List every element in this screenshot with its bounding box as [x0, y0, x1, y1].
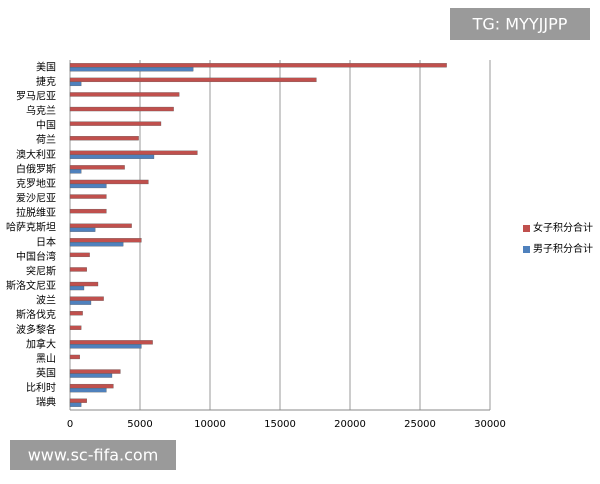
- y-tick-label: 黑山: [36, 353, 56, 365]
- y-tick-label: 波多黎各: [16, 323, 56, 336]
- y-tick-label: 比利时: [26, 382, 56, 394]
- y-tick-label: 斯洛伐克: [16, 308, 56, 321]
- bar: [69, 252, 90, 258]
- y-tick-label: 白俄罗斯: [16, 162, 56, 175]
- bar: [69, 311, 83, 316]
- bar: [69, 77, 317, 83]
- bar: [69, 154, 155, 159]
- y-tick-label: 英国: [36, 367, 56, 380]
- watermark: TG: MYYJJPP: [472, 15, 568, 34]
- bar: [69, 285, 85, 291]
- bar: [69, 179, 149, 185]
- bar: [69, 373, 113, 378]
- bar: [69, 63, 447, 68]
- bar: [69, 92, 180, 97]
- y-tick-label: 突尼斯: [26, 264, 56, 277]
- bar: [69, 194, 107, 199]
- legend-label: 女子积分合计: [533, 221, 593, 234]
- bar: [69, 387, 107, 393]
- legend-swatch: [523, 246, 530, 253]
- bar: [69, 242, 124, 247]
- y-tick-label: 斯洛文尼亚: [6, 279, 56, 292]
- y-tick-label: 乌克兰: [26, 104, 56, 117]
- y-tick-label: 拉脱维亚: [16, 206, 56, 219]
- bar: [69, 121, 162, 126]
- x-tick-label: 20000: [334, 419, 366, 430]
- bar: [69, 281, 99, 287]
- x-tick-label: 15000: [264, 419, 296, 430]
- bar: [69, 398, 87, 403]
- y-tick-label: 波兰: [36, 294, 56, 307]
- y-tick-label: 爱沙尼亚: [16, 192, 56, 205]
- y-tick-label: 克罗地亚: [16, 177, 56, 190]
- y-tick-label: 中国: [36, 119, 56, 132]
- y-tick-label: 中国台湾: [16, 250, 56, 263]
- bar: [69, 67, 194, 72]
- bar: [69, 81, 82, 87]
- legend-swatch: [523, 225, 530, 232]
- x-tick-label: 10000: [194, 419, 226, 430]
- bar: [69, 267, 87, 272]
- bar: [69, 296, 104, 301]
- y-tick-label: 日本: [36, 235, 56, 248]
- bar: [69, 340, 153, 345]
- bar: [69, 223, 132, 228]
- bar: [69, 344, 142, 349]
- legend-label: 男子积分合计: [533, 242, 593, 255]
- bar: [69, 238, 142, 243]
- bar: [69, 208, 107, 214]
- bar: [69, 183, 107, 189]
- watermark-box: [10, 440, 176, 470]
- y-tick-label: 加拿大: [26, 337, 56, 350]
- watermark: www.sc-fifa.com: [28, 446, 159, 465]
- x-tick-label: 5000: [127, 419, 152, 430]
- y-tick-label: 哈萨克斯坦: [6, 221, 56, 234]
- y-tick-label: 澳大利亚: [16, 148, 56, 161]
- x-tick-label: 25000: [404, 419, 436, 430]
- bar: [69, 369, 121, 374]
- y-tick-label: 美国: [36, 60, 56, 73]
- x-tick-label: 30000: [474, 419, 506, 430]
- x-tick-label: 0: [67, 419, 73, 430]
- bar: [69, 325, 82, 330]
- bar: [69, 300, 92, 305]
- y-tick-label: 捷克: [36, 75, 56, 88]
- y-tick-label: 瑞典: [36, 396, 56, 409]
- y-tick-label: 荷兰: [36, 133, 56, 146]
- bar: [69, 383, 114, 389]
- bar: [69, 106, 174, 112]
- bar: [69, 150, 198, 155]
- bar: [69, 165, 125, 170]
- watermark-box: [450, 8, 590, 40]
- bar: [69, 136, 139, 141]
- bar: [69, 169, 82, 174]
- y-tick-label: 罗马尼亚: [16, 90, 56, 102]
- bar: [69, 354, 80, 360]
- bar: [69, 227, 96, 232]
- bar: [69, 402, 82, 407]
